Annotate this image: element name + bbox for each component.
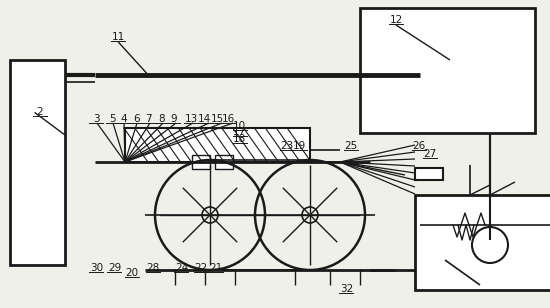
- Text: 15: 15: [211, 114, 224, 124]
- Text: 10: 10: [233, 121, 246, 131]
- Text: 11: 11: [112, 32, 125, 42]
- Text: 23: 23: [280, 141, 294, 151]
- Text: 13: 13: [185, 114, 198, 124]
- Text: 16: 16: [222, 114, 235, 124]
- Text: 9: 9: [170, 114, 177, 124]
- Text: 27: 27: [424, 149, 437, 159]
- Text: 18: 18: [233, 134, 246, 144]
- Text: 26: 26: [412, 141, 426, 151]
- Text: 3: 3: [93, 114, 100, 124]
- Text: 7: 7: [145, 114, 152, 124]
- Text: 17: 17: [233, 128, 246, 137]
- Text: 8: 8: [158, 114, 164, 124]
- Text: 32: 32: [340, 284, 353, 294]
- Text: 25: 25: [344, 141, 358, 151]
- Text: 14: 14: [198, 114, 211, 124]
- Text: 5: 5: [109, 114, 116, 124]
- Text: 6: 6: [133, 114, 140, 124]
- Bar: [215, 155, 233, 169]
- Bar: [415, 195, 550, 290]
- Text: 2: 2: [36, 107, 43, 117]
- Bar: [125, 128, 310, 162]
- Text: 28: 28: [146, 263, 160, 273]
- Text: 29: 29: [108, 263, 121, 273]
- Bar: [10, 60, 65, 265]
- Text: 22: 22: [194, 263, 207, 273]
- Text: 12: 12: [389, 15, 403, 25]
- Text: 20: 20: [125, 268, 139, 278]
- Bar: [360, 8, 535, 133]
- Bar: [192, 155, 210, 169]
- Text: 30: 30: [90, 263, 103, 273]
- Bar: [415, 168, 443, 180]
- Text: 19: 19: [293, 141, 306, 151]
- Text: 4: 4: [120, 114, 127, 124]
- Text: 21: 21: [210, 263, 223, 273]
- Text: 24: 24: [175, 263, 188, 273]
